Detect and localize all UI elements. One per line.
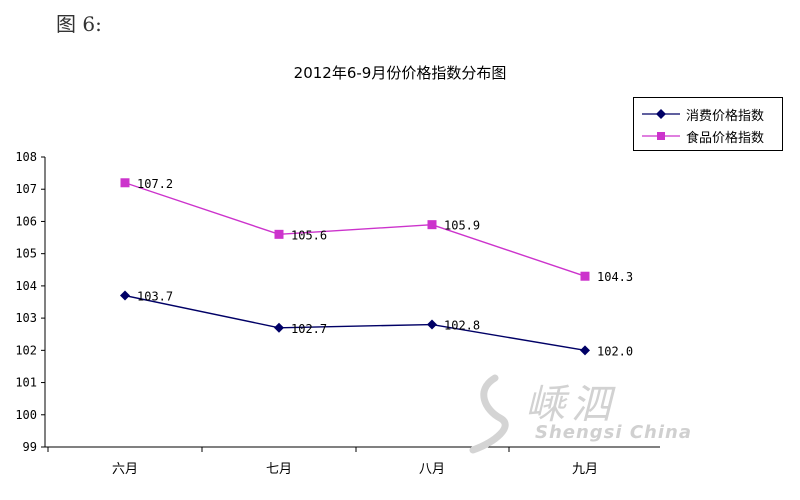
data-label: 102.7: [291, 322, 327, 336]
watermark-logo-icon: [469, 374, 509, 454]
data-point: [427, 220, 437, 230]
watermark: 嵊泗 Shengsi China: [455, 370, 725, 460]
y-tick-label: 102: [15, 343, 37, 357]
data-label: 102.0: [597, 344, 633, 358]
chart-axes: 99 100 101 102 103 104 105 106 107 108 六月 七月 八月 九月: [15, 150, 660, 477]
series-line: [124, 182, 586, 277]
data-point: [580, 345, 590, 356]
legend-item-cpi: 消费价格指数: [640, 105, 765, 124]
watermark-text-en: Shengsi China: [535, 422, 692, 443]
data-label: 102.8: [444, 319, 480, 333]
y-tick-label: 104: [15, 279, 37, 293]
data-label: 104.3: [597, 270, 633, 284]
chart-title: 2012年6-9月份价格指数分布图: [293, 64, 507, 82]
y-tick-label: 99: [23, 440, 37, 454]
data-point: [120, 290, 130, 301]
data-label: 105.9: [444, 219, 480, 233]
data-point: [274, 229, 284, 239]
data-point: [427, 319, 437, 330]
data-point: [274, 322, 284, 333]
data-point: [120, 178, 130, 188]
y-tick-label: 105: [15, 247, 37, 261]
chart-legend: 消费价格指数 食品价格指数: [633, 97, 783, 151]
legend-diamond-marker-icon: [642, 109, 680, 119]
y-tick-label: 107: [15, 182, 37, 196]
series-line: [124, 294, 586, 352]
legend-square-marker-icon: [642, 132, 680, 140]
legend-label-cpi: 消费价格指数: [686, 108, 765, 124]
x-tick-label: 八月: [419, 462, 445, 477]
x-tick-label: 六月: [112, 462, 138, 477]
legend-item-food: 食品价格指数: [640, 127, 765, 146]
y-tick-label: 108: [15, 150, 37, 164]
data-point: [580, 271, 590, 281]
y-tick-label: 103: [15, 311, 37, 325]
figure-label: 图 6:: [56, 12, 102, 36]
x-tick-label: 七月: [266, 462, 292, 477]
legend-label-food: 食品价格指数: [686, 130, 765, 146]
series-1: 107.2 105.6 105.9 104.3: [120, 177, 633, 284]
y-tick-label: 100: [15, 408, 37, 422]
series-0: 103.7 102.7 102.8 102.0: [120, 290, 633, 358]
y-tick-label: 106: [15, 214, 37, 228]
data-label: 107.2: [137, 177, 173, 191]
chart-series: 103.7 102.7 102.8 102.0 107.2 105.6 105.9 104.3: [120, 177, 633, 358]
y-tick-label: 101: [15, 376, 37, 390]
watermark-text-cn: 嵊泗: [525, 382, 617, 428]
data-label: 105.6: [291, 228, 327, 242]
data-label: 103.7: [137, 290, 173, 304]
x-tick-label: 九月: [572, 462, 598, 477]
